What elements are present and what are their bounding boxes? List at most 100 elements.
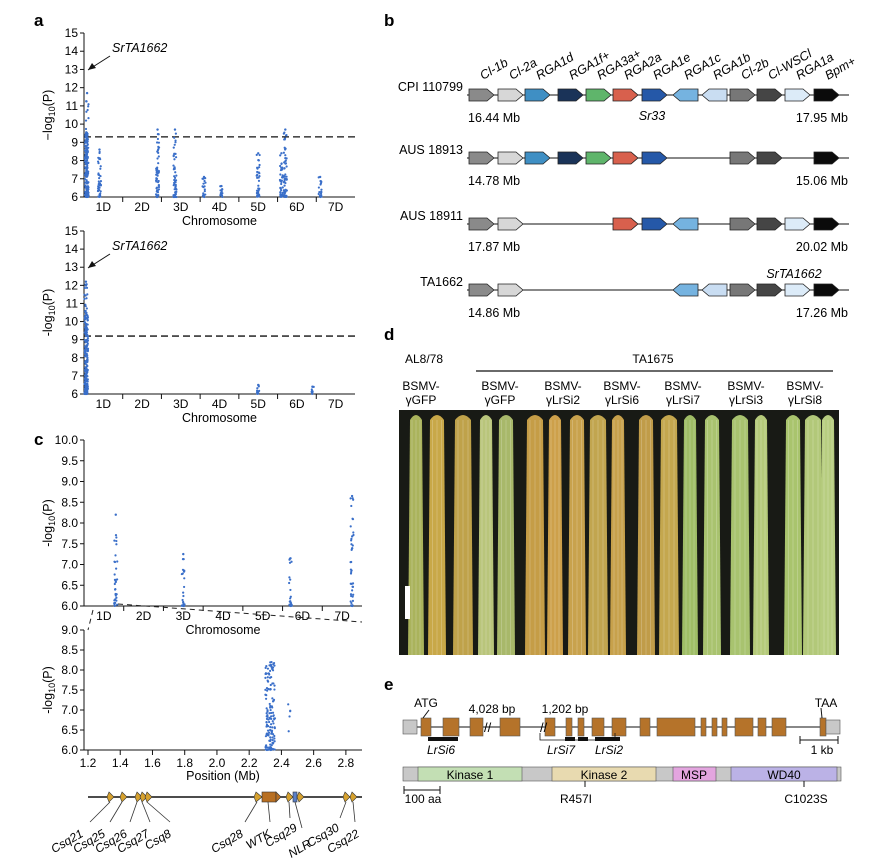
- snp-point: [264, 735, 268, 738]
- snp-point: [99, 165, 102, 168]
- gene-arrow: [756, 217, 783, 231]
- snp-point: [84, 317, 87, 320]
- snp-point: [115, 596, 118, 599]
- snp-point: [282, 132, 285, 135]
- snp-point: [182, 594, 185, 598]
- wheat-leaf: [497, 415, 515, 655]
- snp-point: [182, 604, 186, 608]
- snp-cluster-5D: [255, 152, 261, 198]
- snp-point: [284, 195, 287, 198]
- snp-point: [281, 168, 284, 171]
- snp-point: [272, 699, 275, 702]
- scale-100aa: 100 aa: [405, 792, 442, 806]
- snp-point: [172, 194, 175, 197]
- snp-point: [172, 164, 175, 167]
- snp-point: [174, 152, 177, 155]
- snp-point: [283, 192, 286, 195]
- snp-point: [97, 180, 100, 183]
- y-tick-label: 6.5: [61, 578, 78, 592]
- wheat-leaf: [703, 415, 721, 655]
- snp-point: [85, 297, 88, 300]
- coordinate-left: 14.86 Mb: [468, 306, 520, 320]
- snp-point: [270, 729, 274, 732]
- snp-point: [84, 193, 87, 196]
- x-tick-label: 1D: [96, 397, 112, 411]
- y-axis-label: -log10(P): [41, 666, 57, 714]
- snp-point: [350, 570, 353, 574]
- y-tick-label: 9.5: [61, 454, 78, 468]
- snp-point: [221, 195, 224, 199]
- snp-point: [255, 174, 258, 177]
- y-tick-label: 8.0: [61, 516, 78, 530]
- construct-label-top: BSMV-: [727, 379, 764, 393]
- y-axis-label: -log10(P): [41, 289, 57, 337]
- snp-point: [279, 180, 282, 183]
- snp-point: [349, 568, 353, 571]
- snp-point: [99, 180, 103, 183]
- snp-peak: [318, 175, 322, 179]
- snp-peak: [257, 152, 260, 155]
- snp-point: [173, 188, 176, 191]
- snp-point: [84, 332, 87, 336]
- y-tick-label: 6: [71, 190, 78, 204]
- wheat-leaf: [428, 415, 446, 655]
- snp-point: [113, 539, 116, 542]
- snp-point: [84, 173, 87, 176]
- snp-point: [157, 188, 161, 191]
- snp-point: [172, 146, 175, 149]
- snp-point: [86, 378, 89, 381]
- snp-point: [83, 286, 87, 290]
- snp-point: [174, 183, 177, 187]
- snp-point: [267, 672, 270, 675]
- snp-point: [98, 151, 101, 155]
- snp-point: [85, 382, 88, 386]
- snp-point: [173, 176, 177, 179]
- snp-point: [264, 697, 268, 700]
- wheat-leaf: [610, 415, 626, 655]
- silencing-lrsi2: LrSi2: [595, 743, 623, 757]
- snp-point: [86, 347, 90, 350]
- snp-point: [288, 603, 291, 606]
- panel-label-c: c: [34, 430, 43, 449]
- snp-point: [86, 356, 89, 359]
- construct-label-bottom: γGFP: [485, 393, 516, 407]
- construct-label-top: BSMV-: [481, 379, 518, 393]
- snp-point: [273, 748, 276, 751]
- snp-point: [288, 581, 291, 585]
- wheat-leaf: [803, 415, 823, 655]
- snp-point: [85, 110, 88, 113]
- snp-point: [273, 717, 276, 720]
- snp-point: [87, 103, 90, 106]
- mutation-c1023s: C1023S: [784, 792, 827, 806]
- snp-point: [264, 666, 267, 669]
- snp-point: [114, 588, 117, 591]
- snp-point: [157, 151, 160, 154]
- y-tick-label: 10.0: [55, 433, 79, 447]
- intron-length-1: 4,028 bp: [469, 702, 516, 716]
- stop-codon-label: TAA: [815, 696, 837, 710]
- wheat-leaf: [547, 415, 563, 655]
- snp-point: [280, 176, 284, 179]
- snp-point: [279, 191, 282, 194]
- snp-point: [266, 714, 269, 717]
- y-axis-label: −log10(P): [41, 90, 57, 141]
- snp-point: [115, 593, 118, 596]
- snp-point: [349, 561, 352, 564]
- snp-point: [85, 182, 89, 185]
- snp-point: [268, 731, 271, 734]
- snp-point: [86, 323, 89, 326]
- snp-point: [172, 184, 175, 187]
- gene-arrow: [784, 217, 811, 231]
- gene-arrow: [641, 151, 668, 165]
- y-tick-label: 12: [65, 81, 79, 95]
- snp-point: [114, 578, 118, 581]
- gene-arrow: [612, 151, 639, 165]
- snp-point: [96, 187, 100, 190]
- x-tick-label: 1.6: [144, 756, 161, 770]
- snp-point: [116, 603, 119, 606]
- x-tick-label: 3D: [176, 609, 192, 623]
- snp-point: [271, 736, 274, 739]
- manhattan-plot-a-bottom: 6 7 8 9 10 11 12 13 14 15 1D 2D 3D 4D 5D 6D 7D Chromosome…: [41, 224, 355, 425]
- x-tick-label: 1.8: [176, 756, 193, 770]
- snp-point: [281, 186, 284, 189]
